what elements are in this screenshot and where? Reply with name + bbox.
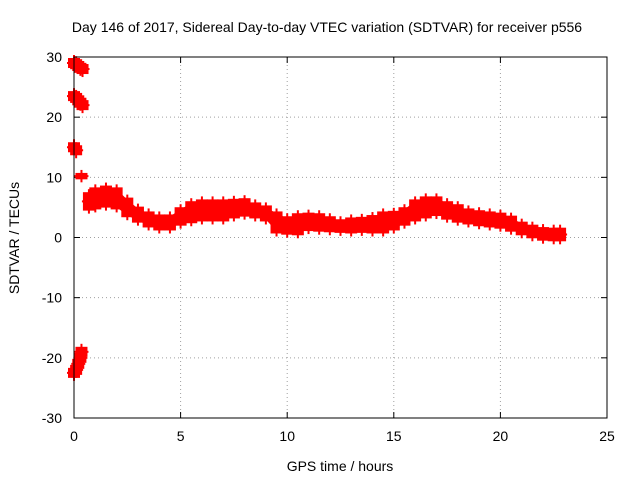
- data-band-segment: [436, 198, 448, 218]
- data-band-segment: [180, 203, 192, 224]
- y-tick-label: 20: [46, 109, 62, 125]
- y-tick-label: 30: [46, 49, 62, 65]
- data-band-segment: [329, 218, 341, 231]
- data-band-segment: [543, 229, 554, 240]
- data-band-segment: [383, 212, 394, 232]
- data-band-segment: [127, 199, 138, 221]
- data-band-segment: [191, 201, 202, 222]
- data-band-segment: [223, 200, 234, 220]
- data-band-segment: [148, 213, 160, 229]
- data-band-segment: [415, 198, 426, 220]
- data-band-segment: [95, 187, 106, 208]
- plot-frame: [73, 56, 608, 419]
- chart-title: Day 146 of 2017, Sidereal Day-to-day VTE…: [72, 19, 582, 35]
- data-band-segment: [255, 204, 266, 220]
- data-band-segment: [201, 201, 213, 220]
- data-band-segment: [447, 203, 458, 221]
- data-band-segment: [265, 207, 277, 232]
- data-band-segment: [287, 215, 298, 234]
- data-band-segment: [489, 213, 501, 227]
- data-band-segment: [169, 209, 181, 229]
- data-band-segment: [88, 189, 96, 209]
- data-band-segment: [521, 223, 533, 237]
- data-band-segment: [233, 200, 245, 217]
- data-band-segment: [308, 214, 320, 230]
- data-band-segment: [404, 201, 416, 224]
- x-tick-label: 25: [599, 428, 615, 444]
- data-band-segment: [361, 217, 373, 232]
- y-tick-label: -10: [42, 290, 62, 306]
- data-band-segment: [500, 214, 512, 230]
- y-tick-label: -20: [42, 350, 62, 366]
- data-point: [69, 142, 84, 159]
- data-band-segment: [425, 198, 437, 217]
- data-band-segment: [276, 213, 288, 233]
- y-tick-label: -30: [42, 410, 62, 426]
- data-band-segment: [372, 213, 384, 232]
- data-band-segment: [479, 212, 490, 226]
- data-band-segment: [212, 201, 224, 220]
- y-tick-label: 10: [46, 169, 62, 185]
- data-band-segment: [532, 226, 544, 239]
- data-point: [75, 97, 90, 114]
- data-band-segment: [393, 209, 405, 229]
- data-band-segment: [297, 214, 309, 234]
- data-band-segment: [319, 215, 330, 231]
- data-point: [74, 343, 89, 360]
- data-band-segment: [116, 189, 128, 216]
- data-band-segment: [105, 187, 117, 208]
- data-point: [75, 61, 90, 78]
- data-band-segment: [457, 206, 469, 223]
- data-band-segment: [553, 229, 561, 240]
- x-tick-label: 10: [279, 428, 295, 444]
- x-tick-label: 15: [386, 428, 402, 444]
- data-band-segment: [511, 217, 522, 234]
- y-axis-label: SDTVAR / TECUs: [6, 182, 22, 294]
- data-band-segment: [137, 208, 149, 226]
- y-tick-label: 0: [54, 230, 62, 246]
- data-point: [74, 169, 89, 183]
- axis-ticks: 0 5 10 15 20 25 -30 -20 -10 0 10 20 30: [42, 49, 615, 444]
- x-tick-label: 20: [493, 428, 509, 444]
- data-points: [67, 55, 568, 381]
- x-axis-label: GPS time / hours: [287, 458, 394, 474]
- x-tick-label: 0: [70, 428, 78, 444]
- data-band-segment: [159, 216, 170, 229]
- data-band-segment: [340, 219, 352, 232]
- x-tick-label: 5: [177, 428, 185, 444]
- data-band-segment: [468, 210, 480, 225]
- data-band-segment: [244, 200, 256, 217]
- data-band-segment: [351, 218, 362, 232]
